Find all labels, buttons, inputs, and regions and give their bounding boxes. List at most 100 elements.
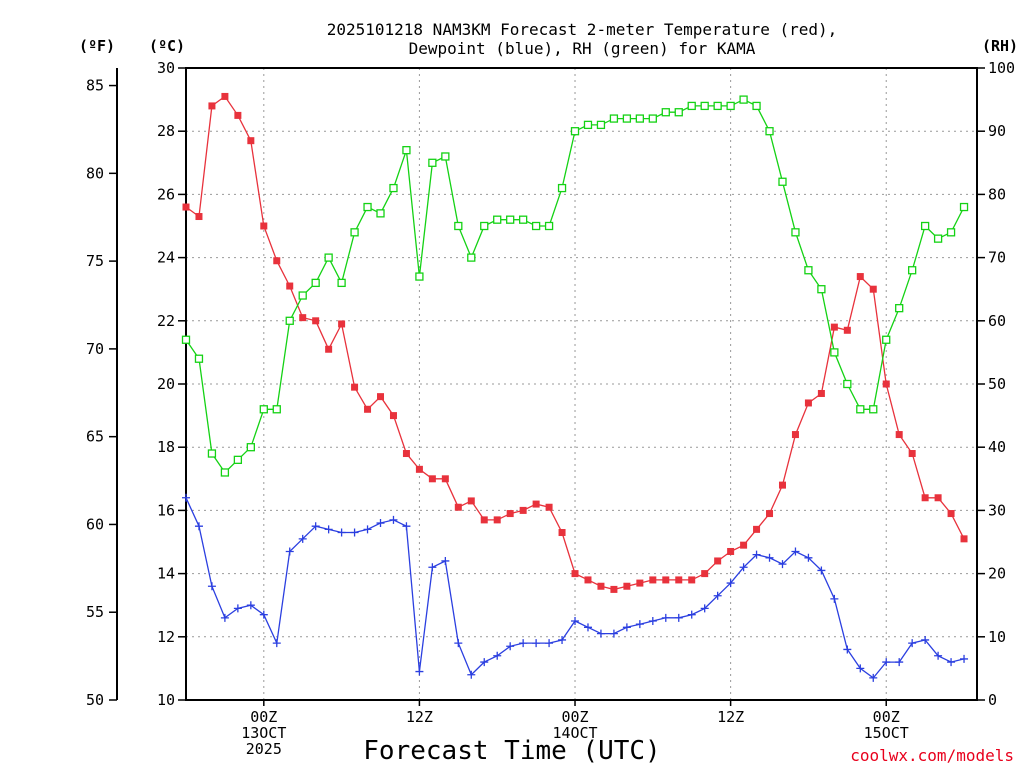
rh-point	[194, 354, 204, 363]
celsius-unit-label: (ºC)	[149, 37, 185, 55]
dewpoint-point	[674, 613, 683, 622]
rh-point	[830, 348, 839, 357]
celsius-tick-label: 26	[157, 185, 175, 203]
rh-point	[389, 183, 398, 193]
rh-point	[739, 95, 748, 104]
temperature-point	[415, 465, 423, 473]
series-dewpoint	[182, 493, 969, 682]
x-tick-label: 00Z	[873, 708, 900, 726]
temperature-point	[208, 102, 216, 110]
dewpoint-point	[350, 528, 359, 537]
dewpoint-point	[908, 639, 917, 648]
dewpoint-point	[687, 610, 696, 619]
temperature-point	[662, 576, 670, 584]
rh-point	[454, 221, 463, 231]
rh-point	[337, 278, 346, 288]
x-tick-label: 12Z	[717, 708, 744, 726]
dewpoint-point	[389, 515, 398, 524]
celsius-tick-label: 14	[157, 565, 175, 583]
fahrenheit-tick-label: 55	[86, 603, 104, 621]
dewpoint-point	[558, 635, 567, 644]
celsius-axis: 10 12 14 16 18 20 22 24 26 28 30	[157, 59, 186, 709]
rh-tick-label: 60	[988, 312, 1006, 330]
dewpoint-point	[311, 522, 320, 531]
rh-point	[363, 202, 372, 212]
rh-point	[869, 405, 878, 414]
dewpoint-point	[467, 670, 476, 679]
fahrenheit-axis: 50 55 60 65 70 75 80 85	[86, 77, 117, 709]
rh-tick-label: 40	[988, 438, 1006, 456]
dewpoint-point	[194, 522, 203, 531]
credit-link[interactable]: coolwx.com/models	[850, 746, 1014, 765]
rh-point	[557, 183, 567, 193]
temperature-point	[882, 380, 890, 388]
rh-point	[480, 221, 489, 231]
celsius-tick-label: 22	[157, 312, 175, 330]
temperature-point	[260, 222, 268, 230]
rh-point	[518, 215, 528, 224]
rh-point	[298, 291, 307, 300]
dewpoint-point	[519, 639, 528, 648]
temperature-point	[636, 579, 644, 587]
temperature-point	[791, 431, 799, 439]
celsius-tick-label: 16	[157, 501, 175, 519]
celsius-tick-label: 10	[157, 691, 175, 709]
dewpoint-point	[207, 582, 216, 591]
dewpoint-point	[817, 566, 826, 575]
temperature-point	[299, 314, 307, 322]
rh-point	[544, 221, 554, 231]
rh-axis: 0 10 20 30 40 50 60 70 80 90 100	[977, 59, 1015, 709]
rh-point	[350, 228, 359, 237]
rh-point	[467, 253, 476, 262]
temperature-point	[247, 137, 255, 145]
rh-point	[402, 146, 411, 155]
dewpoint-point	[609, 629, 618, 638]
celsius-tick-label: 30	[157, 59, 175, 77]
temperature-point	[947, 510, 955, 518]
x-tick-label: 14OCT	[552, 724, 597, 742]
x-tick-label: 15OCT	[864, 724, 909, 742]
dewpoint-point	[545, 639, 554, 648]
x-tick-label: 00Z	[561, 708, 588, 726]
dewpoint-point	[830, 594, 839, 603]
rh-tick-label: 70	[988, 249, 1006, 267]
temperature-point	[921, 494, 929, 502]
temperature-point	[338, 320, 346, 328]
rh-tick-label: 10	[988, 628, 1006, 646]
celsius-tick-label: 18	[157, 438, 175, 456]
rh-point	[843, 379, 852, 389]
temperature-point	[908, 450, 916, 458]
temperature-point	[454, 503, 462, 511]
dewpoint-point	[337, 528, 346, 537]
dewpoint-point	[454, 639, 463, 648]
temperature-point	[843, 326, 851, 334]
fahrenheit-unit-label: (ºF)	[79, 37, 115, 55]
dewpoint-point	[648, 617, 657, 625]
rh-point	[324, 253, 333, 262]
temperature-point	[766, 510, 774, 518]
dewpoint-point	[441, 556, 450, 565]
dewpoint-point	[869, 673, 878, 682]
temperature-point	[597, 582, 605, 590]
dewpoint-point	[272, 639, 281, 648]
temperature-point	[753, 525, 761, 533]
grid	[186, 68, 977, 700]
dewpoint-point	[259, 610, 268, 619]
dewpoint-point	[363, 525, 372, 534]
temperature-point	[286, 282, 294, 290]
dewpoint-point	[493, 651, 502, 660]
dewpoint-point	[182, 493, 190, 502]
temperature-point	[740, 541, 748, 549]
temperature-point	[830, 323, 838, 331]
series-layer	[181, 92, 969, 682]
temperature-point	[934, 494, 942, 502]
temperature-point	[856, 273, 864, 281]
dewpoint-point	[298, 534, 307, 543]
temperature-point	[402, 450, 410, 458]
dewpoint-point	[739, 563, 748, 572]
temperature-point	[532, 500, 540, 508]
rh-point	[570, 127, 580, 136]
celsius-tick-label: 28	[157, 122, 175, 140]
rh-point	[376, 209, 385, 218]
